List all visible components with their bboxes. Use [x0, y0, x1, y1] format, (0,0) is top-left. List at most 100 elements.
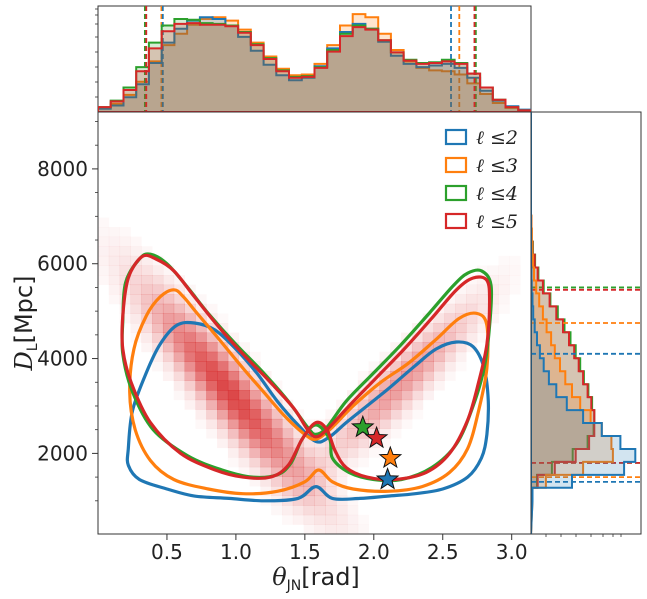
density-cell — [152, 351, 164, 362]
density-cell — [390, 361, 402, 372]
density-cell — [173, 370, 185, 381]
density-cell — [314, 486, 326, 497]
density-cell — [162, 342, 175, 353]
density-cell — [217, 370, 229, 381]
density-cell — [173, 351, 185, 362]
density-cell — [487, 284, 499, 295]
density-cell — [238, 342, 250, 353]
density-cell — [260, 409, 272, 420]
density-cell — [476, 294, 489, 305]
density-cell — [119, 255, 131, 266]
density-cell — [379, 428, 391, 439]
y-axis-symbol: D — [10, 351, 38, 371]
density-cell — [130, 294, 142, 305]
y-axis: 2000 4000 6000 8000 — [37, 121, 98, 502]
density-cell — [271, 418, 283, 429]
y-tick-label: 2000 — [37, 441, 88, 465]
density-cell — [195, 409, 207, 420]
density-cell — [195, 370, 207, 381]
top-hist-fill-l5 — [98, 23, 531, 112]
density-cell — [411, 380, 424, 391]
density-cell — [206, 428, 218, 439]
density-cell — [444, 342, 456, 353]
density-cell — [422, 332, 434, 343]
density-cell — [152, 303, 164, 314]
top-hist-step-l5 — [98, 22, 531, 112]
density-cell — [152, 323, 164, 333]
y-axis-unit: [Mpc] — [10, 276, 38, 344]
density-cell — [217, 428, 229, 439]
density-cell — [455, 332, 467, 343]
density-cell — [282, 447, 294, 458]
density-cell — [249, 409, 261, 420]
density-cell — [314, 457, 326, 468]
density-cell — [422, 351, 434, 362]
density-cell — [271, 466, 283, 477]
density-cell — [141, 323, 153, 333]
density-cell — [227, 332, 240, 343]
density-cell — [422, 390, 434, 401]
density-cell — [260, 486, 272, 497]
density-cell — [401, 419, 412, 429]
density-cell — [379, 418, 391, 429]
density-cell — [325, 524, 337, 534]
density-cell — [499, 304, 510, 314]
density-cell — [249, 457, 261, 468]
legend-swatch-l4 — [444, 184, 468, 202]
density-cell — [487, 275, 499, 286]
density-cell — [379, 399, 391, 410]
density-cell — [162, 275, 175, 286]
density-cell — [401, 351, 413, 362]
density-cell — [162, 370, 175, 381]
contour-l3 — [128, 288, 490, 496]
density-cell — [411, 399, 424, 410]
density-cell — [206, 399, 218, 410]
density-cell — [433, 380, 445, 391]
density-cell — [206, 418, 218, 429]
density-cell — [249, 390, 261, 401]
density-cell — [152, 284, 164, 295]
density-cell — [466, 284, 478, 295]
density-cell — [379, 390, 391, 401]
density-cell — [411, 390, 424, 401]
density-cell — [98, 227, 110, 238]
density-cell — [444, 332, 456, 343]
right-histograms — [531, 112, 641, 534]
x-axis: 0.5 1.0 1.5 2.0 2.5 3.0 — [151, 534, 528, 564]
density-cell — [195, 419, 206, 429]
density-cell — [368, 390, 380, 401]
density-cell — [228, 457, 239, 467]
density-cell — [303, 447, 315, 458]
density-cell — [98, 275, 109, 285]
legend-label-l2: ℓ ≤2 — [476, 127, 518, 149]
density-cell — [368, 409, 380, 420]
density-cell — [195, 399, 207, 410]
credible-contours — [120, 252, 494, 503]
legend-swatch-l3 — [444, 156, 468, 174]
density-cell — [238, 428, 250, 439]
density-cell — [271, 505, 282, 515]
density-cell — [152, 313, 164, 324]
density-cell — [141, 303, 153, 314]
density-cell — [357, 447, 370, 458]
density-cell — [162, 303, 175, 314]
density-cell — [108, 246, 121, 257]
density-cell — [152, 332, 164, 343]
y-tick-label: 6000 — [37, 252, 88, 276]
density-cell — [444, 294, 456, 305]
density-cell — [141, 342, 153, 353]
density-cell — [498, 275, 510, 286]
density-cell — [314, 505, 326, 516]
main-panel-frame — [97, 111, 532, 535]
injection-markers — [350, 414, 403, 490]
density-cell — [282, 515, 293, 525]
y-tick-label: 4000 — [37, 347, 88, 371]
density-cell — [260, 418, 272, 429]
density-cell — [509, 285, 520, 295]
density-cell — [227, 447, 240, 458]
density-cell — [173, 332, 185, 343]
y-axis-label: DL[Mpc] — [10, 276, 41, 372]
density-cell — [292, 476, 305, 487]
density-cell — [325, 505, 337, 516]
density-cell — [98, 265, 110, 276]
